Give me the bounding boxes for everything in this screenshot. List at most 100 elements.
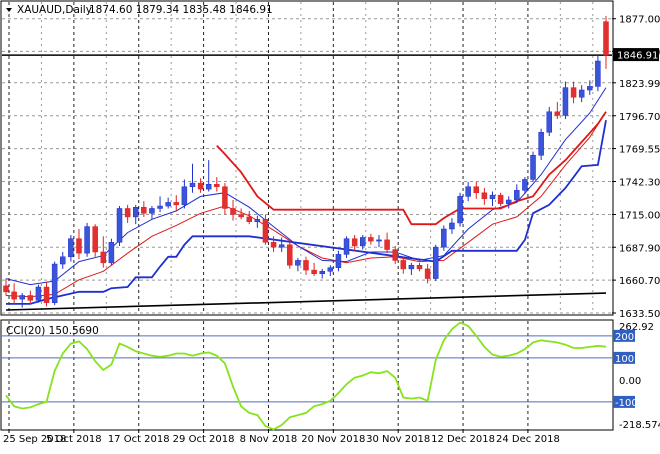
candle-body bbox=[603, 21, 609, 56]
price-y-tick-label: 1687.90 bbox=[619, 243, 660, 254]
long-moving-average-line bbox=[5, 292, 607, 311]
candle-body bbox=[368, 237, 374, 242]
candle-body bbox=[319, 271, 325, 274]
candle-body bbox=[124, 208, 131, 218]
candle-body bbox=[441, 228, 447, 248]
candle-body bbox=[343, 238, 350, 255]
candle-body bbox=[173, 202, 180, 206]
candle-body bbox=[254, 219, 261, 223]
candle-body bbox=[376, 239, 382, 242]
price-indicator-lines bbox=[5, 87, 607, 311]
price-y-tick-label: 1877.00 bbox=[619, 15, 660, 26]
candle-body bbox=[116, 208, 123, 243]
lower-band-line bbox=[6, 120, 607, 305]
candle-body bbox=[335, 254, 342, 268]
candle-body bbox=[400, 260, 407, 270]
candle-body bbox=[214, 184, 220, 187]
candle-body bbox=[51, 263, 58, 303]
candle-body bbox=[562, 87, 569, 116]
cci-line bbox=[5, 321, 607, 431]
chart-ohlc-values: 1874.60 1879.34 1835.48 1846.91 bbox=[89, 4, 273, 16]
x-tick-label: 8 Nov 2018 bbox=[240, 434, 298, 445]
ema-slow-line bbox=[5, 111, 607, 298]
candle-body bbox=[570, 87, 577, 98]
x-tick-label: 25 Sep 2018 bbox=[3, 434, 66, 445]
cci-level-tag-label: 200 bbox=[615, 332, 634, 343]
current-price-tag-label: 1846.91 bbox=[617, 51, 658, 62]
candle-body bbox=[165, 202, 171, 207]
candle-body bbox=[11, 291, 17, 300]
candle-body bbox=[246, 216, 252, 223]
upper-band-line bbox=[216, 111, 607, 226]
candle-body bbox=[35, 286, 42, 301]
candle-body bbox=[416, 265, 423, 270]
candle-body bbox=[514, 190, 520, 201]
price-y-tick-label: 1823.99 bbox=[619, 79, 660, 90]
candle-body bbox=[505, 199, 512, 204]
candle-body bbox=[222, 186, 228, 209]
candle-body bbox=[141, 206, 147, 214]
candles bbox=[3, 15, 609, 308]
cci-level-tag-label: -100 bbox=[615, 398, 638, 409]
candle-body bbox=[481, 192, 488, 200]
price-y-tick-label: 1660.70 bbox=[619, 276, 660, 287]
candle-body bbox=[108, 242, 115, 264]
price-y-tick-label: 1633.50 bbox=[619, 309, 660, 320]
x-tick-label: 29 Oct 2018 bbox=[173, 434, 235, 445]
candle-body bbox=[595, 60, 601, 87]
candle-body bbox=[132, 206, 139, 218]
cci-y-tick-label: 262.92 bbox=[619, 322, 654, 333]
candle-body bbox=[465, 186, 471, 197]
candle-body bbox=[3, 285, 9, 293]
cci-level-tag bbox=[613, 395, 635, 408]
candle-body bbox=[60, 256, 66, 265]
x-tick-label: 5 Oct 2018 bbox=[46, 434, 101, 445]
cci-level-tag bbox=[613, 351, 635, 364]
x-tick-label: 12 Dec 2018 bbox=[431, 434, 495, 445]
cci-level-tag bbox=[613, 329, 635, 342]
candle-body bbox=[295, 260, 301, 266]
candle-body bbox=[351, 238, 358, 247]
candle-body bbox=[432, 246, 439, 279]
candle-body bbox=[92, 226, 98, 253]
candle-body bbox=[189, 182, 196, 187]
candle-body bbox=[311, 269, 317, 274]
candle-body bbox=[270, 242, 277, 248]
candle-body bbox=[287, 244, 293, 266]
candle-body bbox=[27, 295, 34, 301]
x-tick-label: 20 Nov 2018 bbox=[301, 434, 365, 445]
candle-body bbox=[360, 237, 366, 247]
price-y-axis: 1877.001850.001823.991796.701769.551742.… bbox=[612, 15, 660, 320]
candle-body bbox=[181, 186, 188, 206]
candle-body bbox=[76, 238, 82, 254]
candle-body bbox=[327, 267, 334, 272]
candle-body bbox=[238, 214, 244, 218]
candle-body bbox=[84, 226, 90, 254]
cci-line-group bbox=[2, 321, 612, 431]
candle-body bbox=[262, 219, 269, 243]
cci-y-tick-label: -218.5744 bbox=[619, 420, 660, 431]
candle-body bbox=[149, 208, 155, 214]
candle-body bbox=[554, 111, 561, 116]
candle-body bbox=[473, 186, 480, 193]
cci-grid bbox=[8, 321, 529, 429]
candle-body bbox=[100, 251, 107, 264]
price-y-tick-label: 1796.70 bbox=[619, 112, 660, 123]
candle-body bbox=[587, 86, 593, 91]
cci-y-tick-label: 0.00 bbox=[619, 376, 641, 387]
candle-body bbox=[546, 111, 552, 133]
candle-body bbox=[538, 132, 544, 156]
candle-body bbox=[457, 196, 463, 224]
candle-body bbox=[205, 184, 212, 190]
x-tick-label: 17 Oct 2018 bbox=[108, 434, 170, 445]
candle-body bbox=[497, 194, 504, 204]
price-y-tick-label: 1715.00 bbox=[619, 211, 660, 222]
candle-body bbox=[392, 249, 398, 261]
candle-body bbox=[68, 238, 74, 258]
x-tick-label: 30 Nov 2018 bbox=[366, 434, 430, 445]
collapse-triangle-icon[interactable] bbox=[6, 8, 12, 12]
candle-body bbox=[303, 260, 309, 271]
